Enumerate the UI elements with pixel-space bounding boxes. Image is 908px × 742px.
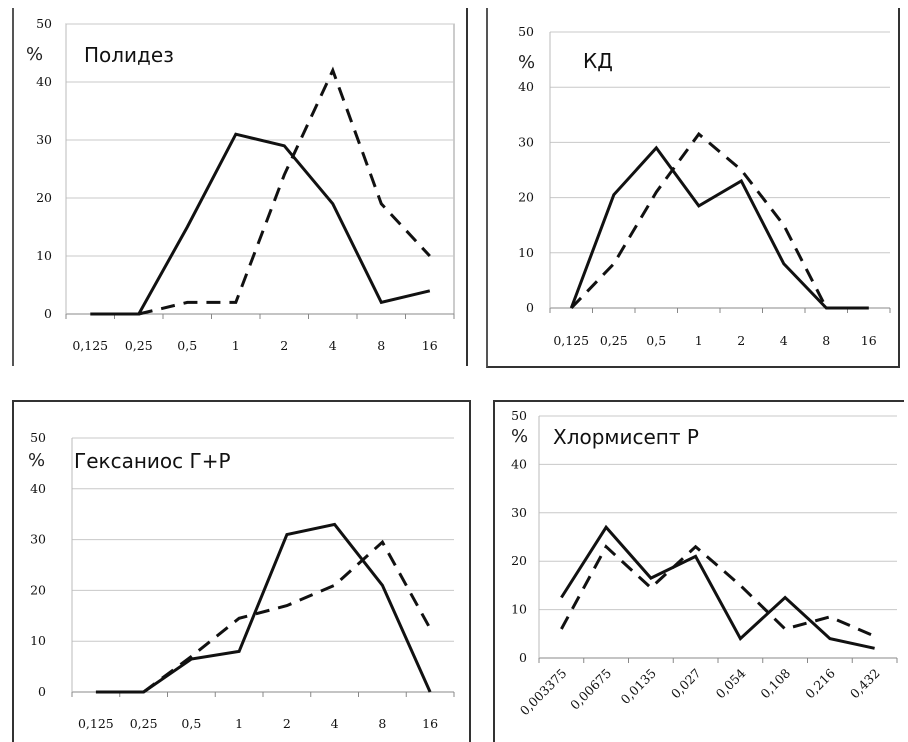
y-axis-label: %: [28, 450, 45, 471]
y-tick-label: 10: [30, 633, 46, 648]
y-tick-label: 0: [44, 306, 52, 321]
y-tick-label: 30: [36, 132, 52, 147]
y-tick-label: 20: [36, 190, 52, 205]
series-line-solid: [569, 145, 869, 310]
chart-title: КД: [583, 49, 613, 73]
x-tick-label: 0,054: [713, 665, 749, 701]
x-tick-label: 0,00675: [567, 666, 614, 713]
series-line-solid: [560, 524, 875, 650]
x-tick-label: 0,25: [125, 338, 153, 353]
series-line-solid: [95, 522, 432, 694]
chart-panel-khlormisept: 0 10 20 30 40 50 0,003375 0,00675 0,0135 0,027 0,0…: [493, 400, 904, 742]
y-tick-label: 40: [36, 74, 52, 89]
y-tick-label: 20: [518, 190, 534, 205]
y-tick-label: 20: [30, 582, 46, 597]
y-tick-label: 40: [518, 79, 534, 94]
y-axis-label: %: [26, 44, 43, 65]
plot-frame: [65, 23, 455, 315]
y-tick-label: 30: [30, 532, 46, 547]
x-tick-label: 8: [377, 338, 385, 353]
x-tick-label: 0,432: [847, 666, 883, 702]
x-tick-label: 0,0135: [617, 666, 659, 708]
x-tick-label: 0,108: [757, 665, 793, 701]
x-tick-label: 0,125: [72, 338, 108, 353]
y-tick-label: 30: [511, 505, 527, 520]
chart-geksanios: 0 10 20 30 40 50 0,125 0,25 0,5 1 2 4 8 16% Гексаниос …: [28, 430, 455, 731]
chart-title: Полидез: [84, 43, 174, 67]
y-axis-label: %: [511, 426, 528, 447]
y-tick-label: 40: [511, 456, 527, 471]
x-tick-label: 0,216: [802, 665, 838, 701]
x-tick-label: 0,003375: [517, 666, 570, 719]
x-tick-label: 0,125: [553, 333, 589, 348]
x-tick-label: 16: [422, 716, 438, 731]
y-tick-label: 0: [519, 650, 527, 665]
x-tick-label: 0,5: [177, 338, 197, 353]
y-tick-label: 0: [38, 684, 46, 699]
chart-title: Хлормисепт Р: [553, 425, 699, 449]
x-tick-label: 0,027: [668, 665, 704, 701]
x-tick-label: 2: [280, 338, 288, 353]
x-tick-label: 2: [283, 716, 291, 731]
chart-title: Гексаниос Г+Р: [74, 449, 231, 473]
y-tick-label: 50: [511, 408, 527, 423]
chart-panel-polidez: 0 10 20 30 40 50 0,125 0,25 0,5 1 2 4 8 16% Полидез: [12, 8, 468, 366]
x-tick-label: 0,25: [600, 333, 628, 348]
y-axis-label: %: [518, 52, 535, 73]
series-line-dashed: [138, 66, 431, 316]
chart-panel-geksanios: 0 10 20 30 40 50 0,125 0,25 0,5 1 2 4 8 16% Гексаниос …: [12, 400, 471, 742]
x-tick-label: 8: [378, 716, 386, 731]
x-tick-label: 0,5: [646, 333, 666, 348]
y-tick-label: 50: [30, 430, 46, 445]
x-tick-label: 4: [331, 716, 339, 731]
y-tick-label: 20: [511, 553, 527, 568]
x-tick-label: 16: [422, 338, 438, 353]
x-tick-label: 1: [235, 716, 243, 731]
chart-kd: 0 10 20 30 40 50 0,125 0,25 0,5 1 2 4 8 16% КД: [518, 24, 891, 348]
series-line-dashed: [570, 131, 828, 310]
x-tick-label: 8: [822, 333, 830, 348]
x-tick-label: 4: [780, 333, 788, 348]
y-tick-label: 30: [518, 134, 534, 149]
x-tick-label: 4: [329, 338, 337, 353]
y-tick-label: 10: [511, 602, 527, 617]
x-tick-label: 0,5: [181, 716, 201, 731]
series-line-dashed: [142, 539, 432, 694]
x-tick-label: 0,125: [78, 716, 114, 731]
y-tick-label: 0: [526, 300, 534, 315]
x-tick-label: 2: [737, 333, 745, 348]
x-tick-label: 16: [861, 333, 877, 348]
chart-panel-kd: 0 10 20 30 40 50 0,125 0,25 0,5 1 2 4 8 16% КД: [486, 8, 900, 368]
x-tick-label: 1: [232, 338, 240, 353]
series-line-dashed: [560, 544, 876, 638]
x-tick-label: 0,25: [130, 716, 158, 731]
y-tick-label: 10: [518, 245, 534, 260]
y-tick-label: 50: [36, 16, 52, 31]
y-tick-label: 10: [36, 248, 52, 263]
chart-polidez: 0 10 20 30 40 50 0,125 0,25 0,5 1 2 4 8 16% Полидез: [26, 16, 455, 353]
series-line-solid: [90, 132, 431, 316]
y-tick-label: 50: [518, 24, 534, 39]
x-tick-label: 1: [695, 333, 703, 348]
y-tick-label: 40: [30, 481, 46, 496]
